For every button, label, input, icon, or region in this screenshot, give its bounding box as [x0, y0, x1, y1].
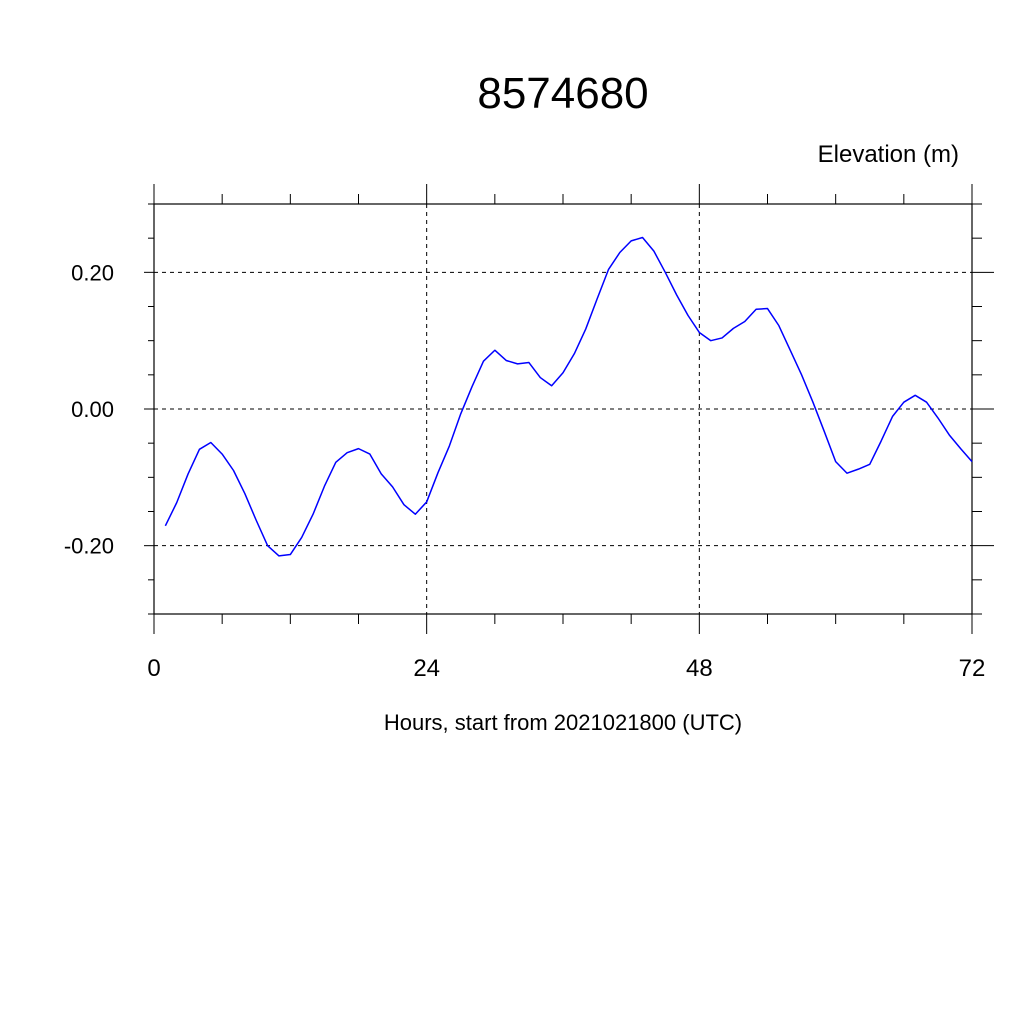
plot-frame [153, 203, 973, 615]
axis-ticks [144, 184, 994, 634]
tick-labels: -0.20 0.00 0.20 0 24 48 72 [64, 260, 986, 682]
series-line-elevation [164, 236, 973, 557]
series-layer [164, 236, 973, 557]
y-tick-label: 0.00 [71, 397, 114, 422]
x-tick-label: 24 [413, 655, 440, 682]
y-tick-label: 0.20 [71, 260, 114, 285]
y-tick-label: -0.20 [64, 534, 114, 559]
x-tick-label: 0 [147, 655, 160, 682]
chart-title: 8574680 [477, 69, 648, 118]
x-tick-label: 72 [959, 655, 986, 682]
x-tick-label: 48 [686, 655, 713, 682]
grid-lines [153, 204, 973, 614]
x-axis-label: Hours, start from 2021021800 (UTC) [384, 710, 742, 735]
y-axis-label: Elevation (m) [818, 141, 959, 168]
